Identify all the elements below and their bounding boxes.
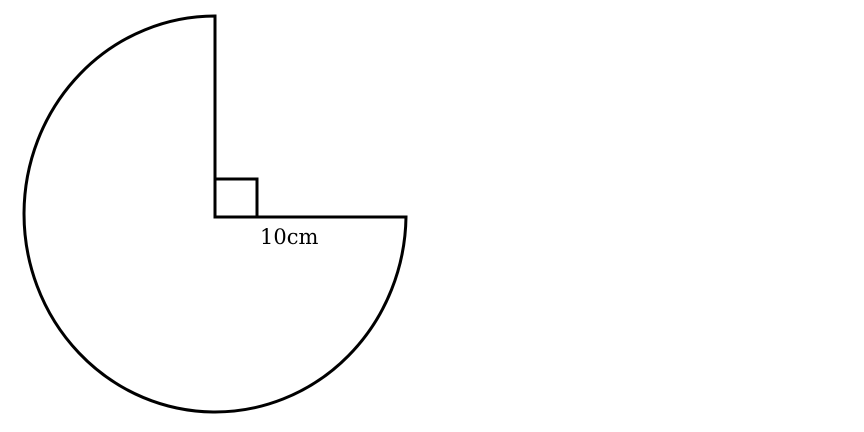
right-angle-marker	[215, 177, 259, 217]
radius-label: 10cm	[260, 225, 318, 249]
three-quarter-circle-outline	[22, 14, 408, 414]
